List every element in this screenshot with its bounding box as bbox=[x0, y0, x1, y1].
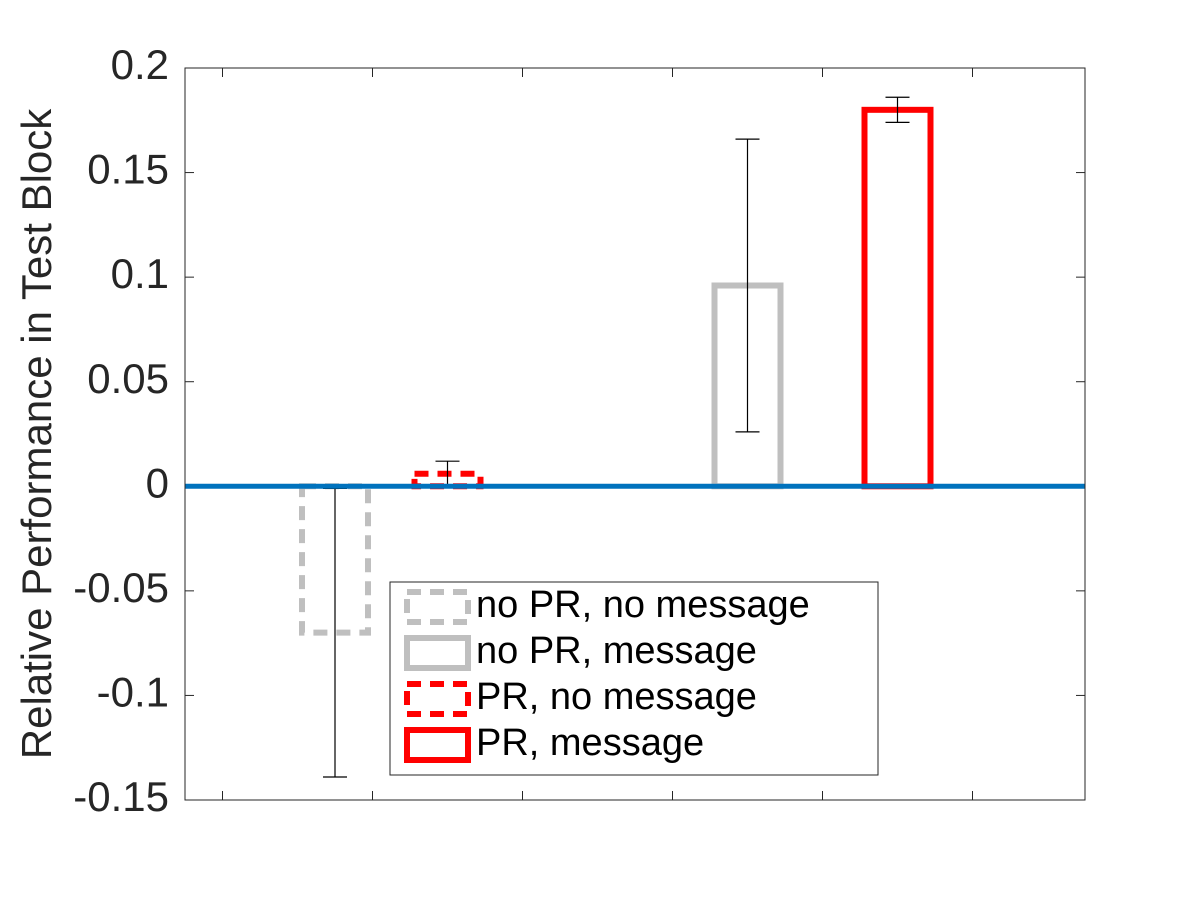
y-tick-label: 0 bbox=[146, 459, 169, 506]
legend-box bbox=[389, 581, 879, 776]
y-tick-label: -0.15 bbox=[73, 773, 169, 820]
y-tick-label: 0.05 bbox=[87, 355, 169, 402]
y-tick-label: 0.2 bbox=[111, 41, 169, 88]
plot-axes-box bbox=[184, 67, 1086, 801]
legend-swatch bbox=[404, 727, 471, 763]
y-axis-label: Relative Performance in Test Block bbox=[13, 108, 60, 760]
y-tick-label: -0.05 bbox=[73, 564, 169, 611]
legend-label: PR, message bbox=[476, 722, 704, 764]
legend-swatch bbox=[404, 635, 471, 671]
y-tick-label: 0.15 bbox=[87, 146, 169, 193]
legend-label: no PR, no message bbox=[476, 584, 810, 626]
legend-label: no PR, message bbox=[476, 630, 757, 672]
y-tick-label: 0.1 bbox=[111, 250, 169, 297]
legend-label: PR, no message bbox=[476, 676, 757, 718]
y-tick-labels: -0.15 -0.1 -0.05 0 0.05 0.1 0.15 0.2 bbox=[73, 41, 169, 820]
y-tick-label: -0.1 bbox=[97, 669, 169, 716]
legend-swatch bbox=[404, 681, 471, 717]
legend-swatch bbox=[404, 589, 471, 625]
